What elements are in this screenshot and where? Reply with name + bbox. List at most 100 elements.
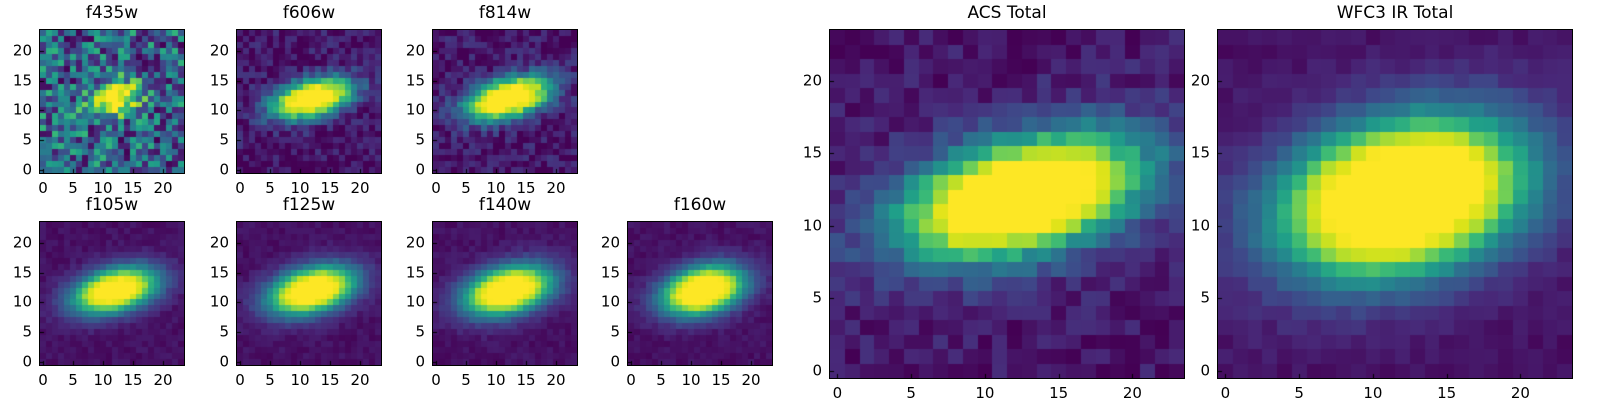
y-tick-label: 20 (209, 41, 229, 60)
x-tick-label: 0 (431, 179, 441, 197)
y-tick-label: 0 (415, 352, 425, 371)
y-tick-label: 10 (405, 100, 425, 119)
axes-frame (236, 221, 382, 366)
x-tick-label: 15 (1049, 384, 1069, 400)
axes-frame (1217, 29, 1573, 379)
x-tick-label: 15 (320, 371, 340, 389)
x-tick-label: 20 (153, 179, 173, 197)
x-tick-label: 20 (350, 371, 370, 389)
heatmap-canvas (237, 222, 381, 365)
panel-f105w: f105w 0 5 10 15 20 0 5 10 15 20 (13, 195, 185, 388)
panel-title: WFC3 IR Total (1336, 3, 1454, 23)
y-tick-label: 0 (22, 160, 32, 179)
y-tick-label: 5 (415, 322, 425, 341)
x-tick-label: 15 (711, 371, 731, 389)
y-tick-label: 15 (12, 71, 32, 90)
heatmap-canvas (40, 222, 184, 365)
x-tick-label: 15 (320, 179, 340, 197)
x-tick-label: 5 (461, 371, 471, 389)
y-tick-label: 5 (610, 322, 620, 341)
y-tick-label: 0 (812, 361, 822, 380)
panel-title: f160w (673, 195, 727, 215)
y-tick-label: 20 (405, 41, 425, 60)
y-tick-label: 5 (219, 130, 229, 149)
y-tick-label: 15 (1190, 143, 1210, 162)
x-tick-label: 10 (290, 371, 310, 389)
x-tick-label: 5 (461, 179, 471, 197)
y-tick-label: 20 (600, 233, 620, 252)
y-tick-label: 5 (1200, 288, 1210, 307)
panel-f140w: f140w 0 5 10 15 20 0 5 10 15 20 (406, 195, 578, 388)
panel-title: f814w (478, 3, 532, 23)
axes-frame (829, 29, 1185, 379)
axes-frame (432, 29, 578, 174)
panel-f160w: f160w 0 5 10 15 20 0 5 10 15 20 (601, 195, 773, 388)
x-tick-label: 10 (486, 371, 506, 389)
x-tick-label: 5 (906, 384, 916, 400)
panel-title: f140w (478, 195, 532, 215)
y-tick-label: 5 (812, 288, 822, 307)
x-tick-label: 10 (93, 371, 113, 389)
y-tick-label: 20 (12, 41, 32, 60)
heatmap-canvas (628, 222, 772, 365)
x-tick-label: 20 (546, 179, 566, 197)
x-tick-label: 20 (1510, 384, 1530, 400)
y-tick-label: 5 (415, 130, 425, 149)
y-tick-label: 15 (802, 143, 822, 162)
heatmap-canvas (433, 30, 577, 173)
x-tick-label: 15 (123, 371, 143, 389)
x-tick-label: 5 (656, 371, 666, 389)
y-tick-label: 0 (219, 160, 229, 179)
heatmap-canvas (433, 222, 577, 365)
y-tick-label: 10 (600, 292, 620, 311)
x-tick-label: 15 (516, 179, 536, 197)
panel-title: f125w (282, 195, 336, 215)
y-tick-label: 15 (209, 71, 229, 90)
y-tick-label: 15 (209, 263, 229, 282)
panel-title: f105w (85, 195, 139, 215)
y-tick-label: 15 (405, 71, 425, 90)
axes-frame (39, 221, 185, 366)
x-tick-label: 20 (153, 371, 173, 389)
x-tick-label: 0 (235, 179, 245, 197)
y-tick-label: 20 (802, 71, 822, 90)
x-tick-label: 15 (516, 371, 536, 389)
x-tick-label: 20 (350, 179, 370, 197)
axes-frame (432, 221, 578, 366)
y-tick-label: 15 (12, 263, 32, 282)
panel-title: f435w (85, 3, 139, 23)
x-tick-label: 10 (681, 371, 701, 389)
x-tick-label: 0 (626, 371, 636, 389)
y-tick-label: 5 (22, 322, 32, 341)
x-tick-label: 0 (832, 384, 843, 400)
x-tick-label: 10 (486, 179, 506, 197)
heatmap-canvas (1218, 30, 1572, 378)
x-tick-label: 10 (1363, 384, 1383, 400)
y-tick-label: 20 (12, 233, 32, 252)
y-tick-label: 5 (22, 130, 32, 149)
y-tick-label: 10 (1190, 216, 1210, 235)
x-tick-label: 0 (38, 179, 48, 197)
x-tick-label: 5 (1294, 384, 1304, 400)
x-tick-label: 15 (123, 179, 143, 197)
x-tick-label: 0 (235, 371, 245, 389)
panel-wfc3_ir_total: WFC3 IR Total 0 5 10 15 20 0 5 10 15 20 (1191, 3, 1573, 400)
axes-frame (627, 221, 773, 366)
panel-f814w: f814w 0 5 10 15 20 0 5 10 15 20 (406, 3, 578, 196)
y-tick-label: 0 (22, 352, 32, 371)
x-tick-label: 20 (741, 371, 761, 389)
panel-title: ACS Total (967, 3, 1047, 23)
x-tick-label: 10 (93, 179, 113, 197)
y-tick-label: 0 (610, 352, 620, 371)
y-tick-label: 10 (209, 292, 229, 311)
y-tick-label: 10 (405, 292, 425, 311)
y-tick-label: 5 (219, 322, 229, 341)
panel-f125w: f125w 0 5 10 15 20 0 5 10 15 20 (210, 195, 382, 388)
x-tick-label: 15 (1437, 384, 1457, 400)
y-tick-label: 10 (12, 100, 32, 119)
x-tick-label: 5 (265, 179, 275, 197)
panel-acs_total: ACS Total 0 5 10 15 20 0 5 10 15 20 (803, 3, 1185, 400)
panel-f606w: f606w 0 5 10 15 20 0 5 10 15 20 (210, 3, 382, 196)
y-tick-label: 15 (405, 263, 425, 282)
x-tick-label: 10 (290, 179, 310, 197)
